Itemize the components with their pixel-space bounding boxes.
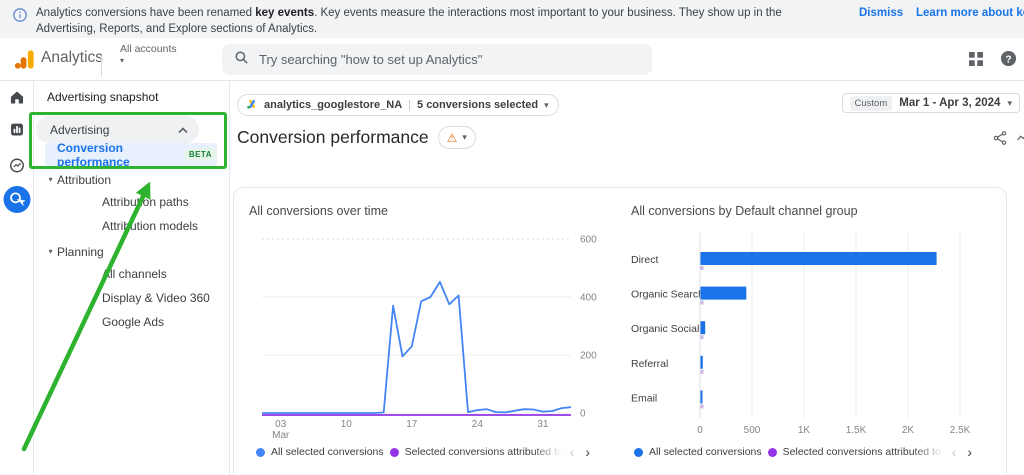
svg-text:10: 10: [341, 419, 353, 430]
search-input[interactable]: [259, 52, 640, 67]
svg-text:2.5K: 2.5K: [950, 425, 971, 436]
bar-chart-title: All conversions by Default channel group: [631, 204, 858, 218]
svg-text:24: 24: [472, 419, 484, 430]
svg-text:03: 03: [275, 419, 287, 430]
chevron-down-icon: ▾: [120, 56, 125, 65]
legend-dot-blue: [256, 447, 265, 457]
page-title: Conversion performance: [237, 127, 429, 147]
learn-more-link[interactable]: Learn more about key ev: [916, 7, 1024, 19]
beta-badge: BETA: [183, 148, 217, 161]
sidebar-item-attribution-models[interactable]: Attribution models: [102, 219, 199, 233]
svg-text:500: 500: [744, 425, 761, 436]
legend-next-icon[interactable]: ›: [585, 444, 590, 460]
banner-message: Analytics conversions have been renamed …: [36, 7, 782, 35]
legend-next-icon[interactable]: ›: [967, 444, 972, 460]
svg-text:1K: 1K: [798, 425, 811, 436]
sidebar-item-conversion-performance[interactable]: Conversion performance BETA: [45, 140, 217, 169]
property-conversions-chip[interactable]: analytics_googlestore_NA | 5 conversions…: [237, 94, 559, 116]
selected-item-label: Conversion performance: [57, 140, 130, 169]
svg-text:0: 0: [697, 425, 703, 436]
svg-text:Direct: Direct: [631, 254, 659, 266]
legend-dot-purple: [767, 447, 777, 457]
property-name: analytics_googlestore_NA: [264, 99, 403, 111]
reports-icon[interactable]: [9, 122, 24, 137]
dismiss-button[interactable]: Dismiss: [859, 7, 904, 19]
legend-label: All selected conversions: [271, 446, 384, 458]
chevron-up-icon: [178, 123, 188, 137]
svg-text:600: 600: [580, 235, 597, 246]
bar-chart-legend: All selected conversions Selected conver…: [634, 444, 972, 460]
share-icon[interactable]: [992, 130, 1008, 146]
product-name: Analytics: [41, 49, 104, 66]
search-bar[interactable]: [222, 44, 652, 75]
data-warning-dropdown[interactable]: ⚠ ▾: [437, 126, 476, 149]
date-range-value: Mar 1 - Apr 3, 2024: [899, 97, 1001, 109]
app-header: Analytics All accounts ▾ ?: [0, 38, 1024, 81]
line-chart-title: All conversions over time: [249, 204, 388, 218]
svg-text:Referral: Referral: [631, 358, 668, 370]
legend-label: Selected conversions attributed to analy…: [782, 446, 946, 458]
line-chart-legend: All selected conversions Selected conver…: [256, 444, 590, 460]
advertising-icon[interactable]: [3, 186, 30, 213]
icon-rail: [0, 81, 34, 475]
sidebar-item-google-ads[interactable]: Google Ads: [102, 315, 165, 329]
svg-text:1.5K: 1.5K: [846, 425, 867, 436]
chevron-down-icon: ▾: [462, 132, 467, 142]
sidebar-section-advertising[interactable]: Advertising: [36, 116, 199, 143]
sidebar-item-advertising-snapshot[interactable]: Advertising snapshot: [47, 90, 159, 104]
help-icon[interactable]: ?: [1000, 50, 1017, 72]
sidebar-item-all-channels[interactable]: All channels: [102, 267, 167, 281]
triangle-down-icon: ▾: [48, 175, 53, 184]
svg-text:Email: Email: [631, 392, 657, 404]
legend-prev-icon[interactable]: ‹: [951, 444, 957, 460]
triangle-down-icon: ▾: [48, 247, 53, 256]
legend-label: Selected conversions attributed to analy…: [404, 446, 564, 458]
section-label: Advertising: [50, 122, 110, 137]
chevron-down-icon: ▾: [544, 99, 549, 110]
conversions-selected-label: 5 conversions selected: [417, 99, 539, 111]
svg-text:31: 31: [537, 419, 549, 430]
chevron-down-icon: ▾: [1007, 97, 1012, 108]
notification-banner: Analytics conversions have been renamed …: [0, 0, 1024, 38]
insights-icon[interactable]: [1015, 130, 1024, 146]
legend-dot-purple: [389, 447, 399, 457]
account-switcher[interactable]: All accounts ▾: [120, 43, 177, 65]
legend-dot-blue: [634, 447, 643, 457]
apps-grid-icon[interactable]: [969, 52, 983, 71]
chip-separator: |: [408, 99, 412, 111]
info-icon: [13, 8, 27, 27]
legend-prev-icon[interactable]: ‹: [569, 444, 575, 460]
sidebar-item-attribution-paths[interactable]: Attribution paths: [102, 195, 189, 209]
sidebar-group-attribution[interactable]: ▾ Attribution: [34, 171, 111, 188]
home-icon[interactable]: [8, 89, 25, 106]
analytics-logo-icon[interactable]: [13, 48, 36, 76]
main-content: analytics_googlestore_NA | 5 conversions…: [230, 81, 1024, 475]
sidebar-nav: Advertising snapshot Advertising Convers…: [34, 81, 230, 475]
svg-text:400: 400: [580, 293, 597, 304]
sidebar-group-planning[interactable]: ▾ Planning: [34, 243, 103, 260]
sidebar-item-display-video-360[interactable]: Display & Video 360: [102, 291, 210, 305]
header-divider: [101, 56, 102, 77]
explore-icon[interactable]: [8, 157, 25, 174]
svg-text:17: 17: [406, 419, 418, 430]
charts-card: All conversions over time All conversion…: [233, 187, 1007, 475]
conversions-by-channel-chart: 0 500 1K 1.5K 2K 2.5K Direct Organic Search Orga…: [631, 233, 971, 436]
warning-icon: ⚠: [446, 130, 458, 145]
svg-text:Organic Search: Organic Search: [631, 289, 704, 301]
search-icon: [234, 50, 249, 70]
google-ads-logo-icon: [246, 98, 258, 113]
svg-text:200: 200: [580, 351, 597, 362]
svg-text:0: 0: [580, 409, 586, 420]
svg-text:Mar: Mar: [272, 430, 290, 441]
svg-text:Organic Social: Organic Social: [631, 323, 699, 335]
svg-text:2K: 2K: [902, 425, 915, 436]
date-range-picker[interactable]: Custom Mar 1 - Apr 3, 2024 ▾: [841, 93, 1020, 113]
date-range-type: Custom: [849, 95, 893, 111]
legend-label: All selected conversions: [649, 446, 762, 458]
svg-text:?: ?: [1005, 54, 1011, 65]
